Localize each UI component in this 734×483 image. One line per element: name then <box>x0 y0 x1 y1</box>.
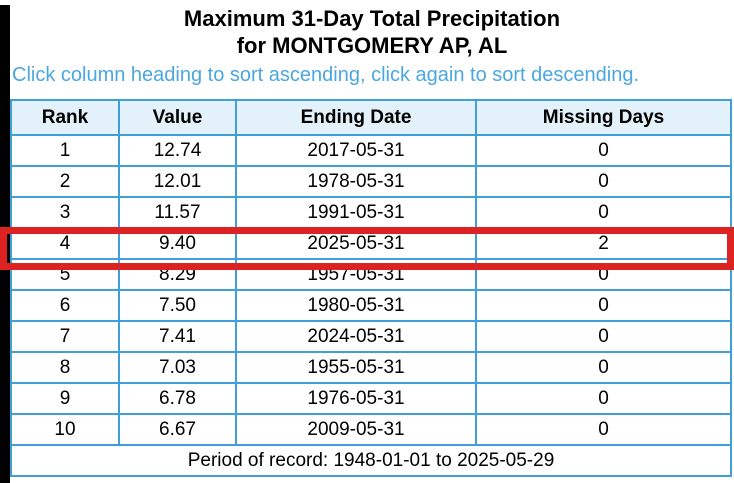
table-cell: 0 <box>475 196 732 229</box>
table-cell: 0 <box>475 289 732 322</box>
table-row-rank-7: 7 7.41 2024-05-31 0 <box>10 320 732 353</box>
precipitation-rank-table: Rank Value Ending Date Missing Days 1 12.74 2… <box>10 99 732 477</box>
table-cell: 8 <box>10 351 120 384</box>
table-cell: 0 <box>475 165 732 198</box>
table-cell: 2 <box>10 165 120 198</box>
table-cell: 3 <box>10 196 120 229</box>
table-header-row: Rank Value Ending Date Missing Days <box>10 99 732 136</box>
table-cell: 7.41 <box>118 320 237 353</box>
table-row-rank-1: 1 12.74 2017-05-31 0 <box>10 134 732 167</box>
table-cell: 6.67 <box>118 413 237 446</box>
page-title-line1: Maximum 31-Day Total Precipitation <box>183 6 561 31</box>
table-cell: 12.01 <box>118 165 237 198</box>
table-cell: 2009-05-31 <box>235 413 477 446</box>
table-row-rank-2: 2 12.01 1978-05-31 0 <box>10 165 732 198</box>
table-cell: 8.29 <box>118 258 237 291</box>
table-cell: 1957-05-31 <box>235 258 477 291</box>
page-content: Maximum 31-Day Total Precipitation for M… <box>10 5 734 477</box>
table-cell: 7.03 <box>118 351 237 384</box>
column-header-rank[interactable]: Rank <box>10 99 120 136</box>
column-header-missing-days[interactable]: Missing Days <box>475 99 732 136</box>
page-title: Maximum 31-Day Total Precipitation for M… <box>10 5 734 59</box>
table-cell: 12.74 <box>118 134 237 167</box>
sort-instructions: Click column heading to sort ascending, … <box>12 64 640 86</box>
table-cell: 9 <box>10 382 120 415</box>
table-cell: 0 <box>475 320 732 353</box>
table-cell: 6 <box>10 289 120 322</box>
table-cell: 5 <box>10 258 120 291</box>
table-row-rank-10: 10 6.67 2009-05-31 0 <box>10 413 732 446</box>
table-cell: 4 <box>10 227 120 260</box>
table-cell: 6.78 <box>118 382 237 415</box>
table-cell: 9.40 <box>118 227 237 260</box>
table-footer-row: Period of record: 1948-01-01 to 2025-05-… <box>10 444 732 477</box>
table-cell: 2017-05-31 <box>235 134 477 167</box>
table-cell: 2 <box>475 227 732 260</box>
table-cell: 0 <box>475 134 732 167</box>
table-cell: 0 <box>475 351 732 384</box>
table-cell: 1976-05-31 <box>235 382 477 415</box>
table-row-rank-3: 3 11.57 1991-05-31 0 <box>10 196 732 229</box>
period-of-record: Period of record: 1948-01-01 to 2025-05-… <box>10 444 732 477</box>
table-cell: 7 <box>10 320 120 353</box>
table-cell: 0 <box>475 258 732 291</box>
table-cell: 1980-05-31 <box>235 289 477 322</box>
table-cell: 1991-05-31 <box>235 196 477 229</box>
table-cell: 2025-05-31 <box>235 227 477 260</box>
table-cell: 7.50 <box>118 289 237 322</box>
table-row-rank-8: 8 7.03 1955-05-31 0 <box>10 351 732 384</box>
table-cell: 1 <box>10 134 120 167</box>
column-header-ending-date[interactable]: Ending Date <box>235 99 477 136</box>
table-row-rank-9: 9 6.78 1976-05-31 0 <box>10 382 732 415</box>
table-row-rank-5: 5 8.29 1957-05-31 0 <box>10 258 732 291</box>
table-cell: 10 <box>10 413 120 446</box>
page-title-line2: for MONTGOMERY AP, AL <box>236 33 508 58</box>
table-cell: 1955-05-31 <box>235 351 477 384</box>
column-header-value[interactable]: Value <box>118 99 237 136</box>
table-cell: 0 <box>475 413 732 446</box>
left-accent-bar <box>0 5 10 483</box>
table-cell: 0 <box>475 382 732 415</box>
table-cell: 1978-05-31 <box>235 165 477 198</box>
table-row-rank-4: 4 9.40 2025-05-31 2 <box>10 227 732 260</box>
table-row-rank-6: 6 7.50 1980-05-31 0 <box>10 289 732 322</box>
table-cell: 11.57 <box>118 196 237 229</box>
table-cell: 2024-05-31 <box>235 320 477 353</box>
